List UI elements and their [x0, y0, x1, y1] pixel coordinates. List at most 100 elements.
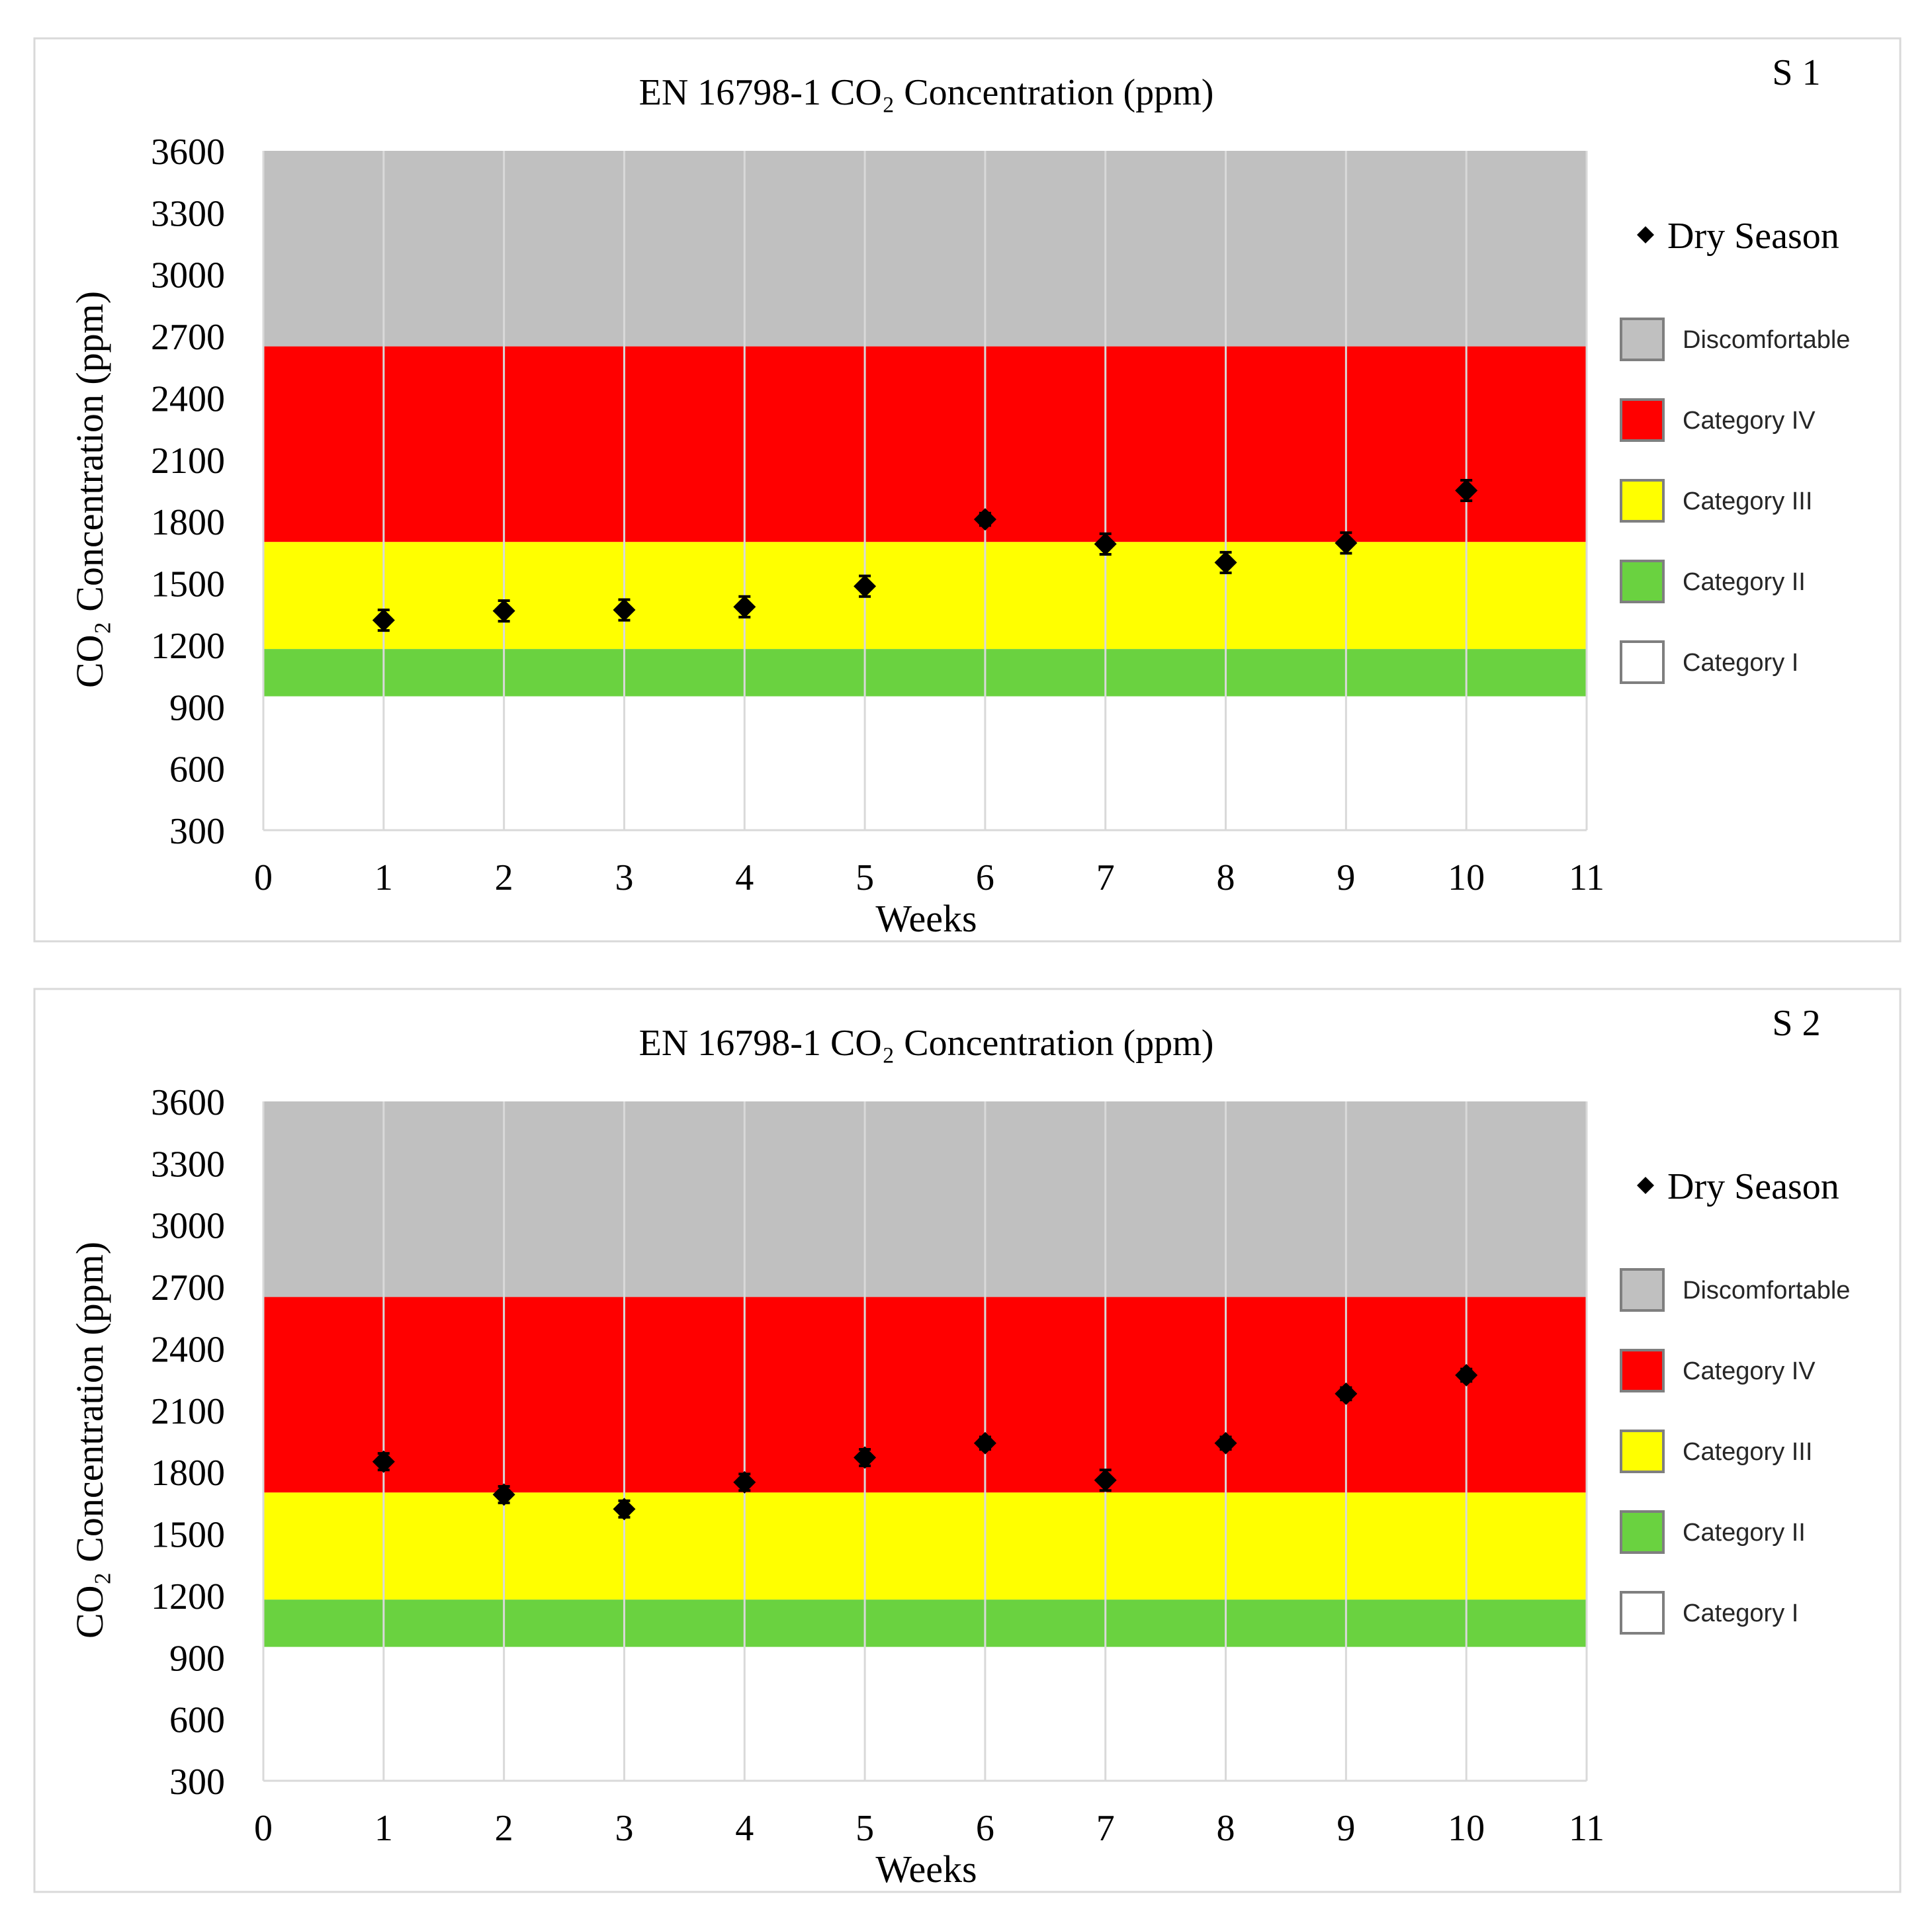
x-tick-label: 8	[1217, 857, 1235, 898]
band-category-iv	[263, 346, 1587, 542]
x-tick-label: 8	[1217, 1808, 1235, 1849]
y-tick-label: 2700	[151, 1267, 225, 1308]
data-point	[1335, 531, 1358, 555]
legend-swatch	[1620, 1268, 1665, 1312]
legend-swatch	[1620, 560, 1665, 603]
data-point	[854, 1446, 877, 1469]
data-point	[1214, 1432, 1237, 1455]
x-tick-label: 11	[1569, 857, 1604, 898]
data-point	[1214, 550, 1237, 574]
x-tick-label: 1	[374, 1808, 393, 1849]
y-tick-label: 1200	[151, 1576, 225, 1617]
legend-swatch	[1620, 318, 1665, 361]
diamond-marker	[372, 1450, 395, 1473]
x-tick-label: 7	[1096, 857, 1115, 898]
y-tick-label: 3300	[151, 193, 225, 234]
data-point	[1455, 478, 1478, 503]
diamond-marker	[1214, 1432, 1237, 1455]
data-point	[973, 508, 996, 531]
band-category-iii	[263, 1492, 1587, 1600]
y-tick-label: 300	[169, 811, 225, 852]
legend-swatch	[1620, 1591, 1665, 1635]
data-point	[492, 599, 515, 623]
y-tick-label: 1200	[151, 626, 225, 667]
x-tick-label: 2	[495, 1808, 513, 1849]
y-tick-label: 1500	[151, 564, 225, 605]
diamond-marker	[1094, 1469, 1117, 1492]
data-point	[733, 595, 756, 619]
x-tick-label: 9	[1337, 857, 1355, 898]
legend-marker-diamond	[1637, 226, 1654, 243]
chart-panel-2: 3006009001200150018002100240027003000330…	[33, 988, 1902, 1893]
legend-label-band: Category III	[1683, 488, 1812, 515]
legend-label-band: Discomfortable	[1683, 1277, 1850, 1304]
y-tick-label: 3600	[151, 132, 225, 173]
legend-label-band: Category II	[1683, 568, 1806, 596]
diamond-marker	[854, 575, 877, 598]
x-tick-label: 1	[374, 857, 393, 898]
y-tick-label: 1800	[151, 502, 225, 543]
band-category-ii	[263, 649, 1587, 697]
y-tick-label: 1500	[151, 1515, 225, 1556]
y-tick-label: 2400	[151, 1329, 225, 1370]
diamond-marker	[854, 1446, 877, 1469]
y-tick-label: 300	[169, 1762, 225, 1803]
legend-label-series: Dry Season	[1667, 1166, 1839, 1207]
chart-panel-1: 3006009001200150018002100240027003000330…	[33, 37, 1902, 943]
x-tick-label: 10	[1448, 1808, 1485, 1849]
band-category-i	[263, 696, 1587, 830]
diamond-marker	[613, 599, 636, 622]
legend-swatch	[1620, 1349, 1665, 1392]
legend-swatch	[1620, 1430, 1665, 1473]
y-tick-label: 900	[169, 1638, 225, 1679]
diamond-marker	[1455, 1363, 1478, 1387]
data-point	[1094, 1469, 1117, 1492]
data-point	[613, 598, 636, 622]
diamond-marker	[973, 1432, 996, 1455]
y-tick-label: 3600	[151, 1082, 225, 1123]
legend-marker-diamond	[1637, 1177, 1654, 1194]
x-tick-label: 2	[495, 857, 513, 898]
y-tick-label: 2100	[151, 441, 225, 482]
x-tick-label: 3	[615, 857, 633, 898]
band-category-ii	[263, 1600, 1587, 1647]
x-tick-label: 4	[735, 857, 754, 898]
diamond-marker	[1214, 551, 1237, 574]
legend-label-band: Category I	[1683, 649, 1798, 677]
data-point	[1094, 532, 1117, 556]
data-point	[372, 609, 395, 632]
data-point	[613, 1498, 636, 1521]
legend-label-band: Category IV	[1683, 407, 1816, 435]
x-tick-label: 0	[254, 1808, 273, 1849]
y-tick-label: 900	[169, 687, 225, 728]
x-tick-label: 11	[1569, 1808, 1604, 1849]
panel-label: S 2	[1772, 1003, 1820, 1044]
x-tick-label: 0	[254, 857, 273, 898]
legend-swatch	[1620, 398, 1665, 442]
chart-title: EN 16798-1 CO₂ Concentration (ppm)	[639, 72, 1214, 113]
y-axis-label: CO₂ Concentration (ppm)	[68, 1242, 111, 1639]
band-category-iii	[263, 542, 1587, 650]
band-discomfortable	[263, 1101, 1587, 1297]
data-point	[733, 1471, 756, 1494]
legend-label-band: Category IV	[1683, 1357, 1816, 1385]
y-tick-label: 3000	[151, 255, 225, 296]
x-tick-label: 4	[735, 1808, 754, 1849]
diamond-marker	[372, 609, 395, 632]
chart-title: EN 16798-1 CO₂ Concentration (ppm)	[639, 1023, 1214, 1064]
y-tick-label: 2700	[151, 317, 225, 358]
legend-label-series: Dry Season	[1667, 216, 1839, 257]
panel-label: S 1	[1772, 52, 1820, 93]
band-discomfortable	[263, 151, 1587, 347]
x-tick-label: 5	[856, 857, 874, 898]
data-point	[492, 1483, 515, 1506]
y-tick-label: 1800	[151, 1453, 225, 1494]
x-tick-label: 5	[856, 1808, 874, 1849]
data-point	[1455, 1363, 1478, 1387]
diamond-marker	[1335, 531, 1358, 554]
y-tick-label: 2400	[151, 378, 225, 419]
legend-swatch	[1620, 479, 1665, 523]
legend-label-band: Category I	[1683, 1600, 1798, 1627]
diamond-marker	[1094, 533, 1117, 556]
